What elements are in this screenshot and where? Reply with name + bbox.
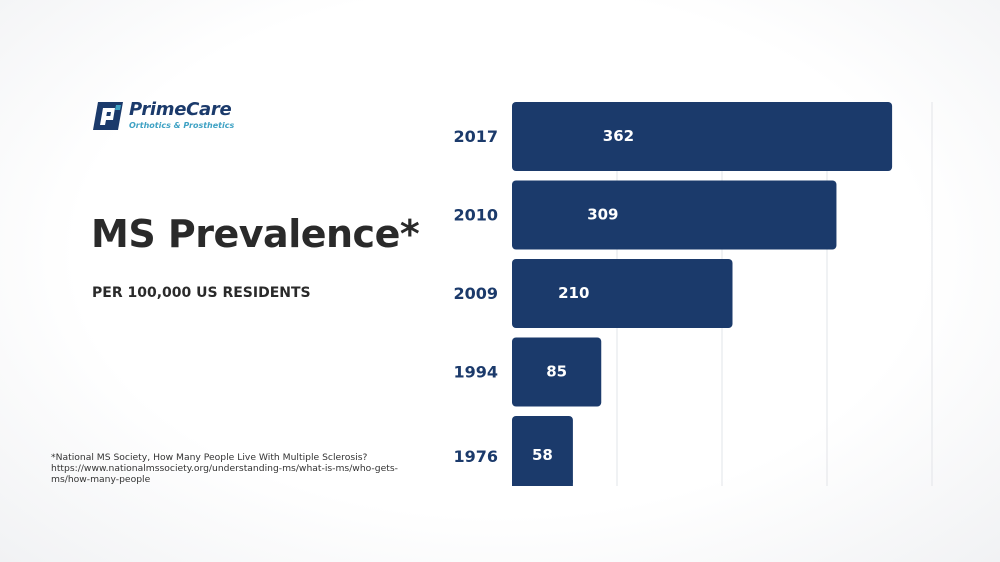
value-label: 58 — [532, 446, 553, 464]
bar — [512, 416, 573, 486]
category-label: 1994 — [453, 363, 498, 382]
bar — [512, 102, 893, 171]
logo-name: PrimeCare — [129, 99, 232, 120]
bar-base — [512, 480, 573, 486]
page-title: MS Prevalence* — [91, 212, 420, 256]
bar — [512, 180, 837, 250]
source-footnote: *National MS Society, How Many People Li… — [51, 452, 431, 485]
footnote-line: *National MS Society, How Many People Li… — [51, 452, 368, 463]
category-label: 1976 — [453, 447, 498, 466]
brand-logo: PrimeCare Orthotics & Prosthetics — [92, 99, 262, 133]
footnote-line: ms/how-many-people — [51, 474, 151, 485]
category-label: 2009 — [453, 284, 498, 303]
value-label: 210 — [558, 284, 589, 302]
logo-mark-icon — [93, 102, 123, 130]
bar — [512, 337, 602, 407]
bar — [512, 259, 733, 328]
value-label: 309 — [587, 206, 618, 224]
category-label: 2017 — [453, 127, 498, 146]
category-label: 2010 — [453, 206, 498, 225]
footnote-line: https://www.nationalmssociety.org/unders… — [51, 463, 398, 474]
value-label: 362 — [603, 127, 634, 145]
page-subtitle: PER 100,000 US RESIDENTS — [92, 285, 311, 301]
logo-tagline: Orthotics & Prosthetics — [129, 121, 235, 130]
value-label: 85 — [546, 363, 567, 381]
